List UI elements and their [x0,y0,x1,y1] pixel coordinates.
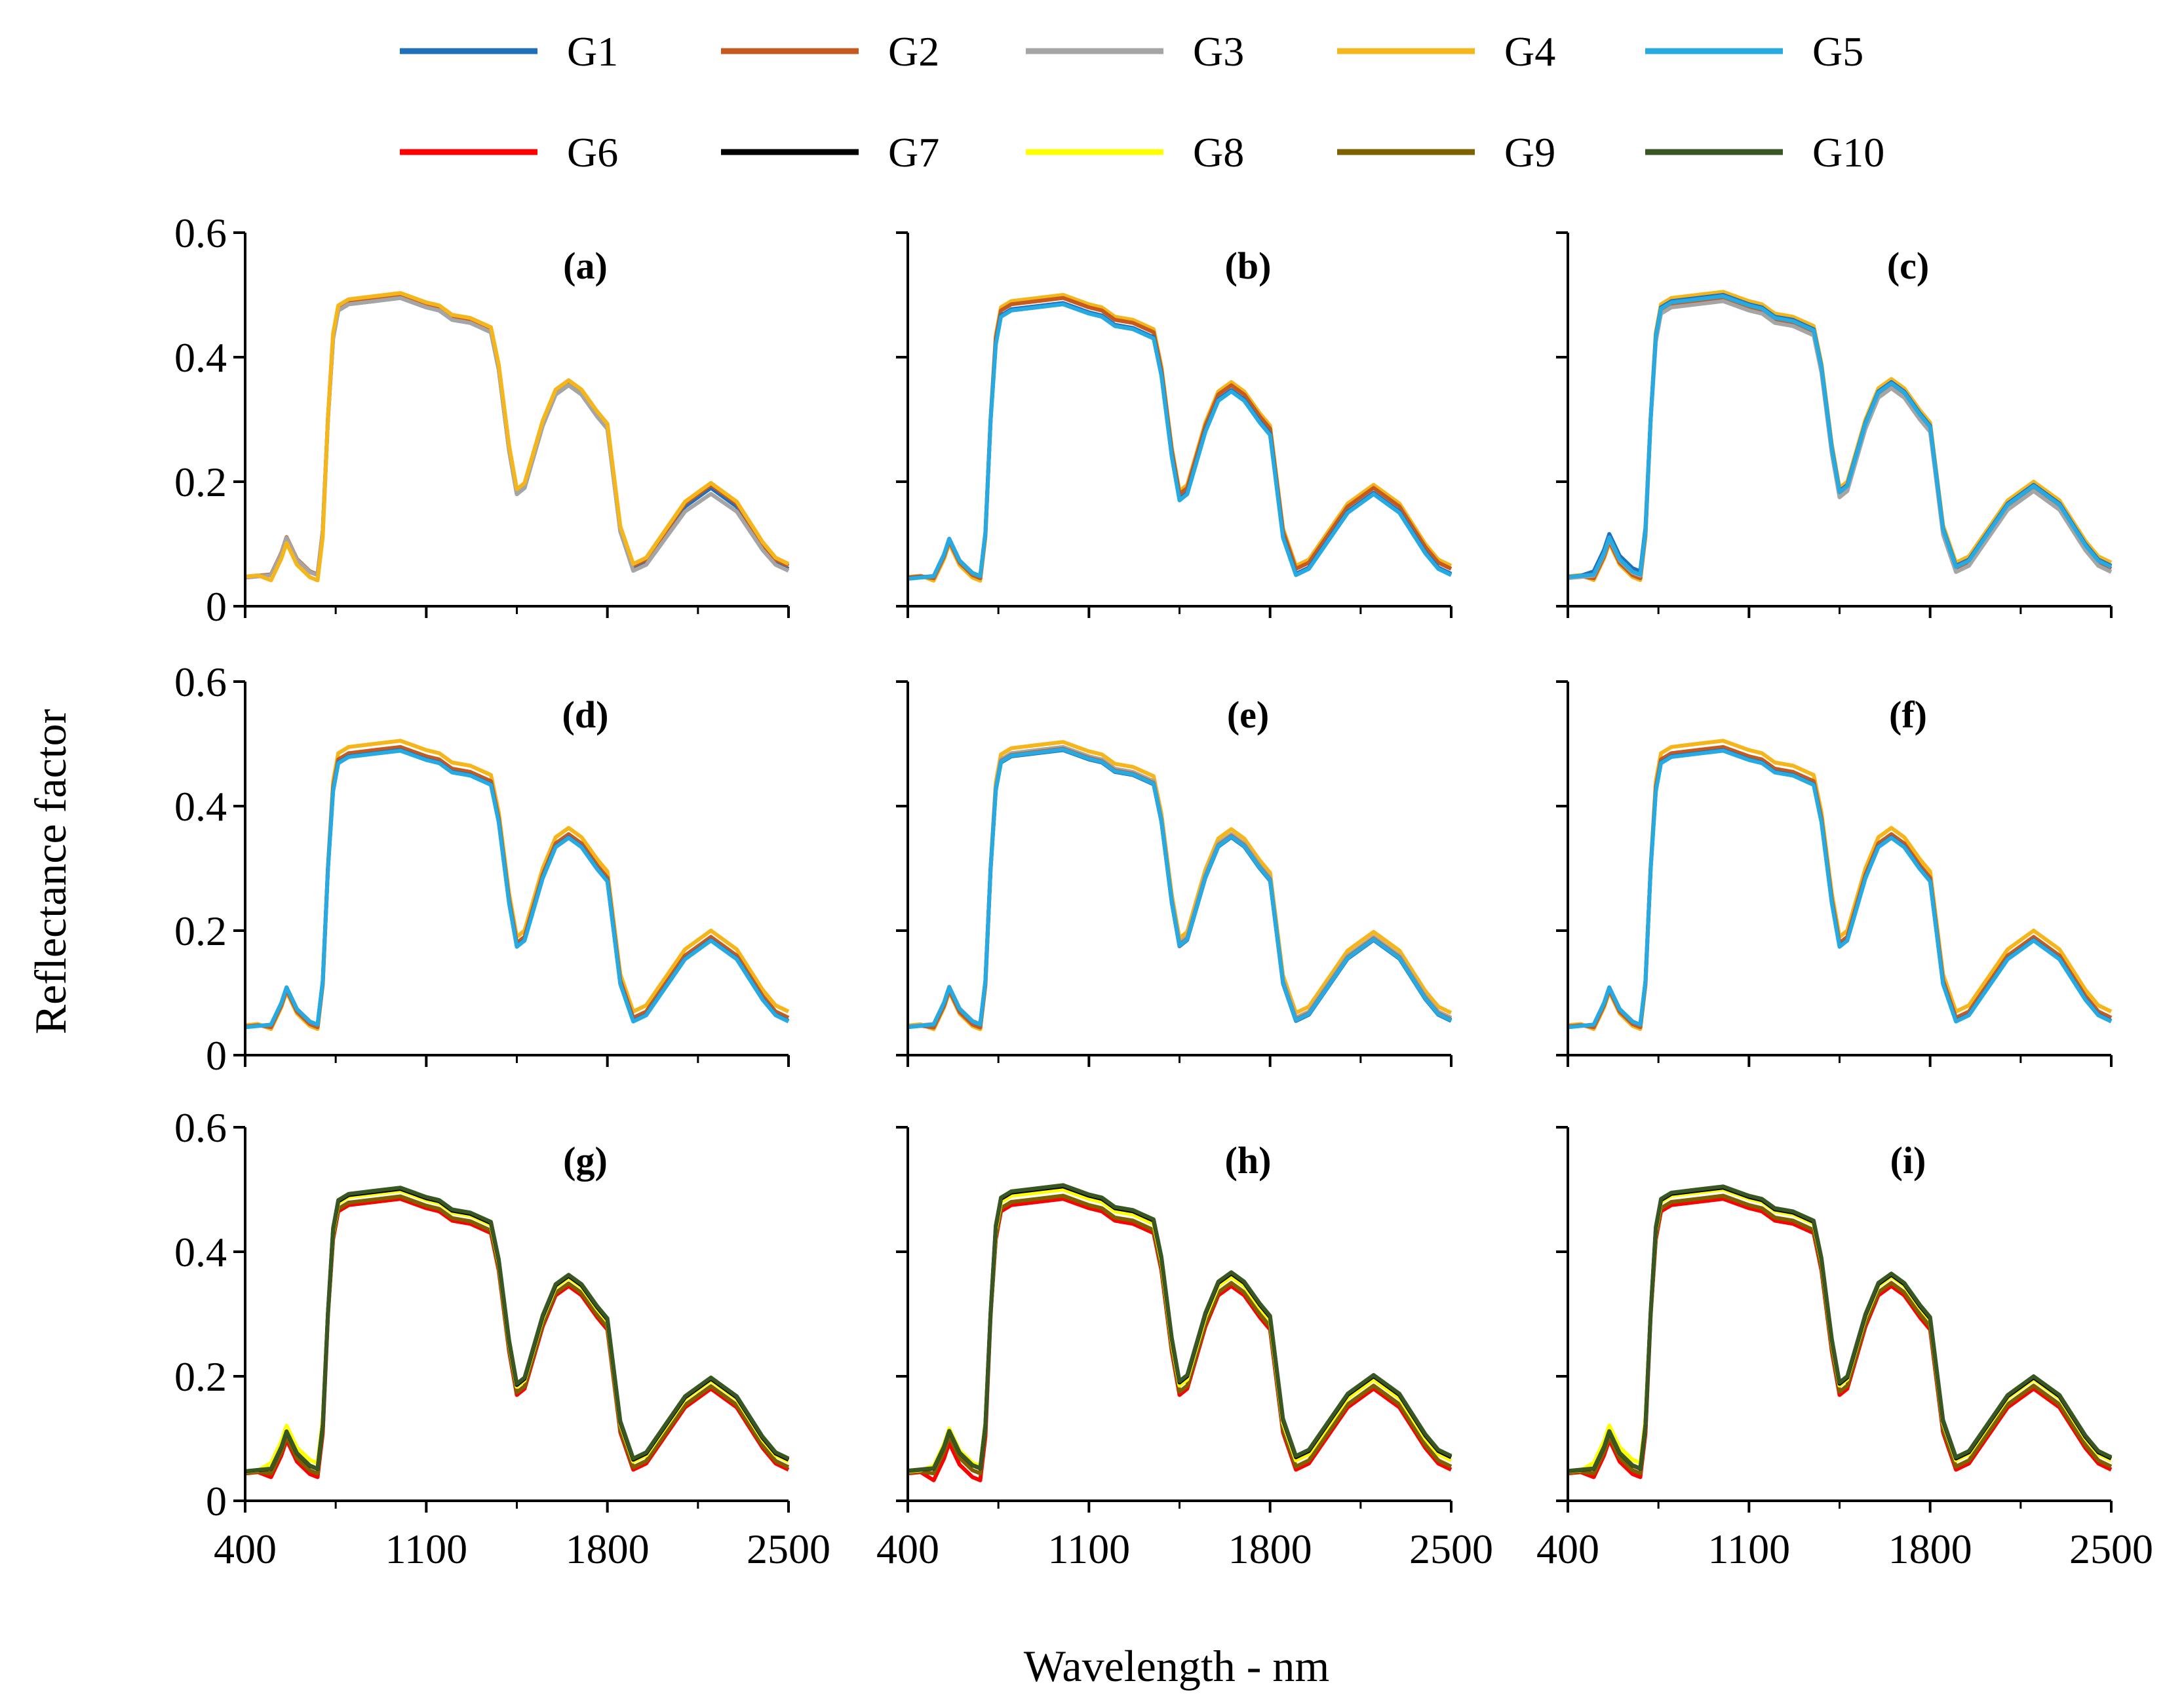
legend-item-g1: G1 [400,28,618,75]
legend-label: G2 [888,28,939,75]
panel-label: (c) [1887,244,1929,287]
series-g5 [1567,294,2113,579]
series-g10 [1567,1184,2113,1473]
panel-label: (e) [1227,693,1269,736]
y-axis-title: Reflectance factor [26,708,75,1034]
panel-label: (a) [563,244,608,287]
y-tick-label: 0.6 [174,210,227,256]
y-tick-label: 0.6 [174,1104,227,1151]
panel-label: (f) [1889,693,1927,736]
legend-label: G9 [1504,129,1555,176]
series-g10 [244,1186,790,1473]
legend-item-g2: G2 [721,28,939,75]
panel-d: 0 0.2 0.4 0.6 (d) [174,659,790,1079]
series-g4 [244,291,790,583]
y-tick-label: 0.4 [174,783,227,830]
series-g5 [244,748,790,1030]
panel-e: (e) [896,680,1453,1067]
legend-item-g9: G9 [1337,129,1555,176]
x-tick-label: 1800 [1228,1526,1312,1572]
legend-item-g10: G10 [1645,129,1884,176]
x-tick-label: 1100 [1048,1526,1131,1572]
panel-h: 400 1100 1800 2500 (h) [876,1126,1493,1572]
y-tick-label: 0 [206,1478,227,1524]
legend-item-g6: G6 [400,129,618,176]
panel-a: 0 0.2 0.4 0.6 (a) [174,210,790,630]
x-tick-label: 1100 [1708,1526,1791,1572]
x-tick-label: 400 [876,1526,939,1572]
panel-label: (h) [1225,1139,1272,1182]
panel-label: (i) [1890,1139,1926,1182]
y-tick-label: 0.4 [174,334,227,381]
x-tick-label: 2500 [747,1526,830,1572]
series-g5 [907,747,1453,1030]
y-tick-label: 0 [206,1032,227,1079]
legend-item-g3: G3 [1026,28,1244,75]
x-tick-label: 2500 [2069,1526,2153,1572]
y-tick-label: 0.2 [174,1353,227,1400]
legend-item-g8: G8 [1026,129,1244,176]
y-tick-label: 0.2 [174,459,227,505]
x-axis-title: Wavelength - nm [1024,1641,1330,1691]
y-tick-label: 0.4 [174,1229,227,1275]
legend-item-g7: G7 [721,129,939,176]
panel-f: (f) [1556,680,2113,1067]
panels-grid: 00.20.40.6(a) (b) (c)00.20.40.6(d) (e) (f)00… [174,210,2153,1572]
series-g10 [907,1183,1453,1473]
series-g5 [1567,748,2113,1030]
legend-label: G6 [567,129,618,176]
legend-label: G10 [1812,129,1884,176]
y-tick-label: 0.6 [174,659,227,705]
legend-label: G3 [1193,28,1244,75]
legend-label: G4 [1504,28,1555,75]
y-tick-label: 0 [206,583,227,630]
panel-label: (b) [1225,244,1272,287]
legend-item-g4: G4 [1337,28,1555,75]
panel-b: (b) [896,231,1453,618]
panel-label: (g) [563,1139,608,1182]
panel-label: (d) [562,693,609,736]
x-tick-label: 400 [1536,1526,1599,1572]
legend: G1 G2 G3 G4 G5 G6 G7 G8 G9 G10 [400,28,1884,176]
x-tick-label: 2500 [1409,1526,1493,1572]
legend-label: G5 [1812,28,1863,75]
x-tick-label: 400 [214,1526,277,1572]
panel-c: (c) [1556,231,2113,618]
legend-label: G8 [1193,129,1244,176]
series-g5 [907,302,1453,581]
x-tick-label: 1800 [1888,1526,1972,1572]
legend-label: G7 [888,129,939,176]
x-tick-label: 1100 [385,1526,468,1572]
panel-i: 400 1100 1800 2500 (i) [1536,1126,2153,1572]
legend-item-g5: G5 [1645,28,1863,75]
legend-label: G1 [567,28,618,75]
y-tick-label: 0.2 [174,908,227,954]
x-tick-label: 1800 [566,1526,650,1572]
panel-g: 0 0.2 0.4 0.6 400 1100 1800 2500 (g) [174,1104,830,1572]
